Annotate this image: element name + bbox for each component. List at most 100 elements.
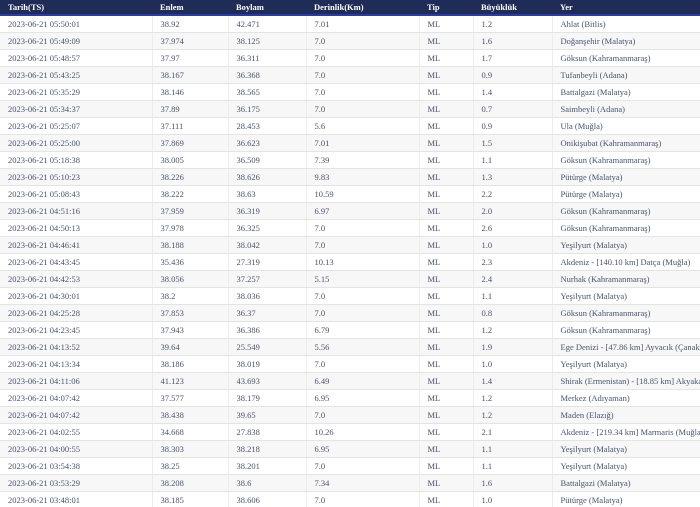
- cell-derinlik: 5.15: [306, 270, 420, 288]
- cell-tip: ML: [419, 168, 474, 186]
- table-header: Tarih(TS) Enlem Boylam Derinlik(Km) Tip …: [0, 0, 700, 16]
- cell-tarih: 2023-06-21 04:13:52: [0, 338, 153, 356]
- cell-yer: Saimbeyli (Adana): [552, 100, 700, 118]
- cell-enlem: 38.438: [152, 406, 229, 424]
- column-header-derinlik: Derinlik(Km): [306, 0, 419, 16]
- cell-boylam: 36.319: [228, 202, 307, 220]
- cell-boylam: 38.019: [228, 355, 307, 373]
- cell-enlem: 38.056: [152, 270, 229, 288]
- cell-yer: Shirak (Ermenistan) - [18.85 km] Akyaka …: [552, 372, 700, 390]
- cell-yer: Battalgazi (Malatya): [552, 83, 700, 101]
- cell-enlem: 38.303: [152, 440, 229, 458]
- cell-buyukluk: 1.4: [473, 372, 553, 390]
- cell-yer: Göksun (Kahramanmaraş): [552, 304, 700, 322]
- cell-buyukluk: 1.1: [473, 287, 553, 305]
- cell-tip: ML: [419, 372, 474, 390]
- cell-tip: ML: [419, 134, 474, 152]
- table-row: 2023-06-21 03:54:38 38.25 38.201 7.0 ML 1.1 Ye…: [0, 457, 700, 475]
- cell-tip: ML: [419, 100, 474, 118]
- cell-tip: ML: [419, 66, 474, 84]
- table-row: 2023-06-21 04:13:52 39.64 25.549 5.56 ML 1.9 E…: [0, 338, 700, 356]
- table-row: 2023-06-21 04:46:41 38.188 38.042 7.0 ML 1.0 Y…: [0, 236, 700, 254]
- cell-tip: ML: [419, 304, 474, 322]
- table-row: 2023-06-21 04:42:53 38.056 37.257 5.15 ML 2.4…: [0, 270, 700, 288]
- cell-tarih: 2023-06-21 05:35:29: [0, 83, 153, 101]
- cell-yer: Ege Denizi - [47.86 km] Ayvacık (Çanakka…: [552, 338, 700, 356]
- cell-boylam: 38.626: [228, 168, 307, 186]
- cell-derinlik: 7.0: [306, 304, 420, 322]
- cell-enlem: 38.208: [152, 474, 229, 492]
- cell-enlem: 38.226: [152, 168, 229, 186]
- cell-enlem: 38.185: [152, 491, 229, 507]
- cell-enlem: 37.97: [152, 49, 229, 67]
- cell-boylam: 36.509: [228, 151, 307, 169]
- cell-derinlik: 7.01: [306, 15, 420, 33]
- table-row: 2023-06-21 05:18:38 38.005 36.509 7.39 ML 1.1…: [0, 151, 700, 169]
- cell-yer: Merkez (Adıyaman): [552, 389, 700, 407]
- cell-boylam: 38.606: [228, 491, 307, 507]
- cell-tarih: 2023-06-21 03:48:01: [0, 491, 153, 507]
- cell-buyukluk: 2.3: [473, 253, 553, 271]
- table-body: 2023-06-21 05:50:01 38.92 42.471 7.01 ML 1.2 A…: [0, 15, 700, 507]
- cell-derinlik: 7.01: [306, 134, 420, 152]
- cell-tip: ML: [419, 236, 474, 254]
- cell-derinlik: 10.26: [306, 423, 420, 441]
- cell-tarih: 2023-06-21 04:00:55: [0, 440, 153, 458]
- table-row: 2023-06-21 05:35:29 38.146 38.565 7.0 ML 1.4 B…: [0, 83, 700, 101]
- cell-tip: ML: [419, 287, 474, 305]
- cell-buyukluk: 0.7: [473, 100, 553, 118]
- cell-buyukluk: 1.6: [473, 474, 553, 492]
- table-row: 2023-06-21 05:25:07 37.111 28.453 5.6 ML 0.9 U…: [0, 117, 700, 135]
- cell-yer: Yeşilyurt (Malatya): [552, 355, 700, 373]
- cell-tip: ML: [419, 389, 474, 407]
- cell-buyukluk: 0.8: [473, 304, 553, 322]
- cell-boylam: 36.37: [228, 304, 307, 322]
- table-row: 2023-06-21 04:43:45 35.436 27.319 10.13 ML 2.…: [0, 253, 700, 271]
- cell-boylam: 28.453: [228, 117, 307, 135]
- table-row: 2023-06-21 03:48:01 38.185 38.606 7.0 ML 1.0 P…: [0, 491, 700, 507]
- cell-tip: ML: [419, 474, 474, 492]
- cell-boylam: 37.257: [228, 270, 307, 288]
- cell-tip: ML: [419, 406, 474, 424]
- cell-yer: Pütürge (Malatya): [552, 168, 700, 186]
- cell-yer: Göksun (Kahramanmaraş): [552, 219, 700, 237]
- cell-tarih: 2023-06-21 05:18:38: [0, 151, 153, 169]
- cell-tip: ML: [419, 151, 474, 169]
- cell-buyukluk: 1.2: [473, 321, 553, 339]
- cell-buyukluk: 2.1: [473, 423, 553, 441]
- cell-derinlik: 7.0: [306, 49, 420, 67]
- cell-tarih: 2023-06-21 04:51:16: [0, 202, 153, 220]
- table-row: 2023-06-21 04:02:55 34.668 27.838 10.26 ML 2.…: [0, 423, 700, 441]
- column-header-boylam: Boylam: [228, 0, 306, 16]
- cell-boylam: 36.175: [228, 100, 307, 118]
- table-row: 2023-06-21 04:30:01 38.2 38.036 7.0 ML 1.1 Yeş…: [0, 287, 700, 305]
- cell-buyukluk: 0.9: [473, 117, 553, 135]
- cell-derinlik: 6.95: [306, 440, 420, 458]
- cell-yer: Yeşilyurt (Malatya): [552, 440, 700, 458]
- cell-tarih: 2023-06-21 04:25:28: [0, 304, 153, 322]
- table-row: 2023-06-21 04:07:42 37.577 38.179 6.95 ML 1.2…: [0, 389, 700, 407]
- cell-buyukluk: 2.4: [473, 270, 553, 288]
- cell-enlem: 38.2: [152, 287, 229, 305]
- cell-buyukluk: 1.0: [473, 236, 553, 254]
- cell-tarih: 2023-06-21 05:34:37: [0, 100, 153, 118]
- cell-boylam: 38.125: [228, 32, 307, 50]
- cell-tip: ML: [419, 355, 474, 373]
- cell-derinlik: 7.0: [306, 219, 420, 237]
- cell-derinlik: 6.49: [306, 372, 420, 390]
- cell-tip: ML: [419, 49, 474, 67]
- cell-enlem: 41.123: [152, 372, 229, 390]
- cell-boylam: 38.179: [228, 389, 307, 407]
- cell-boylam: 38.63: [228, 185, 307, 203]
- cell-tarih: 2023-06-21 03:54:38: [0, 457, 153, 475]
- table-row: 2023-06-21 05:10:23 38.226 38.626 9.83 ML 1.3…: [0, 168, 700, 186]
- cell-derinlik: 5.6: [306, 117, 420, 135]
- cell-yer: Nurhak (Kahramanmaraş): [552, 270, 700, 288]
- table-row: 2023-06-21 05:34:37 37.89 36.175 7.0 ML 0.7 Sa…: [0, 100, 700, 118]
- cell-buyukluk: 2.0: [473, 202, 553, 220]
- cell-boylam: 38.042: [228, 236, 307, 254]
- cell-tarih: 2023-06-21 04:43:45: [0, 253, 153, 271]
- cell-tarih: 2023-06-21 05:43:25: [0, 66, 153, 84]
- cell-boylam: 36.325: [228, 219, 307, 237]
